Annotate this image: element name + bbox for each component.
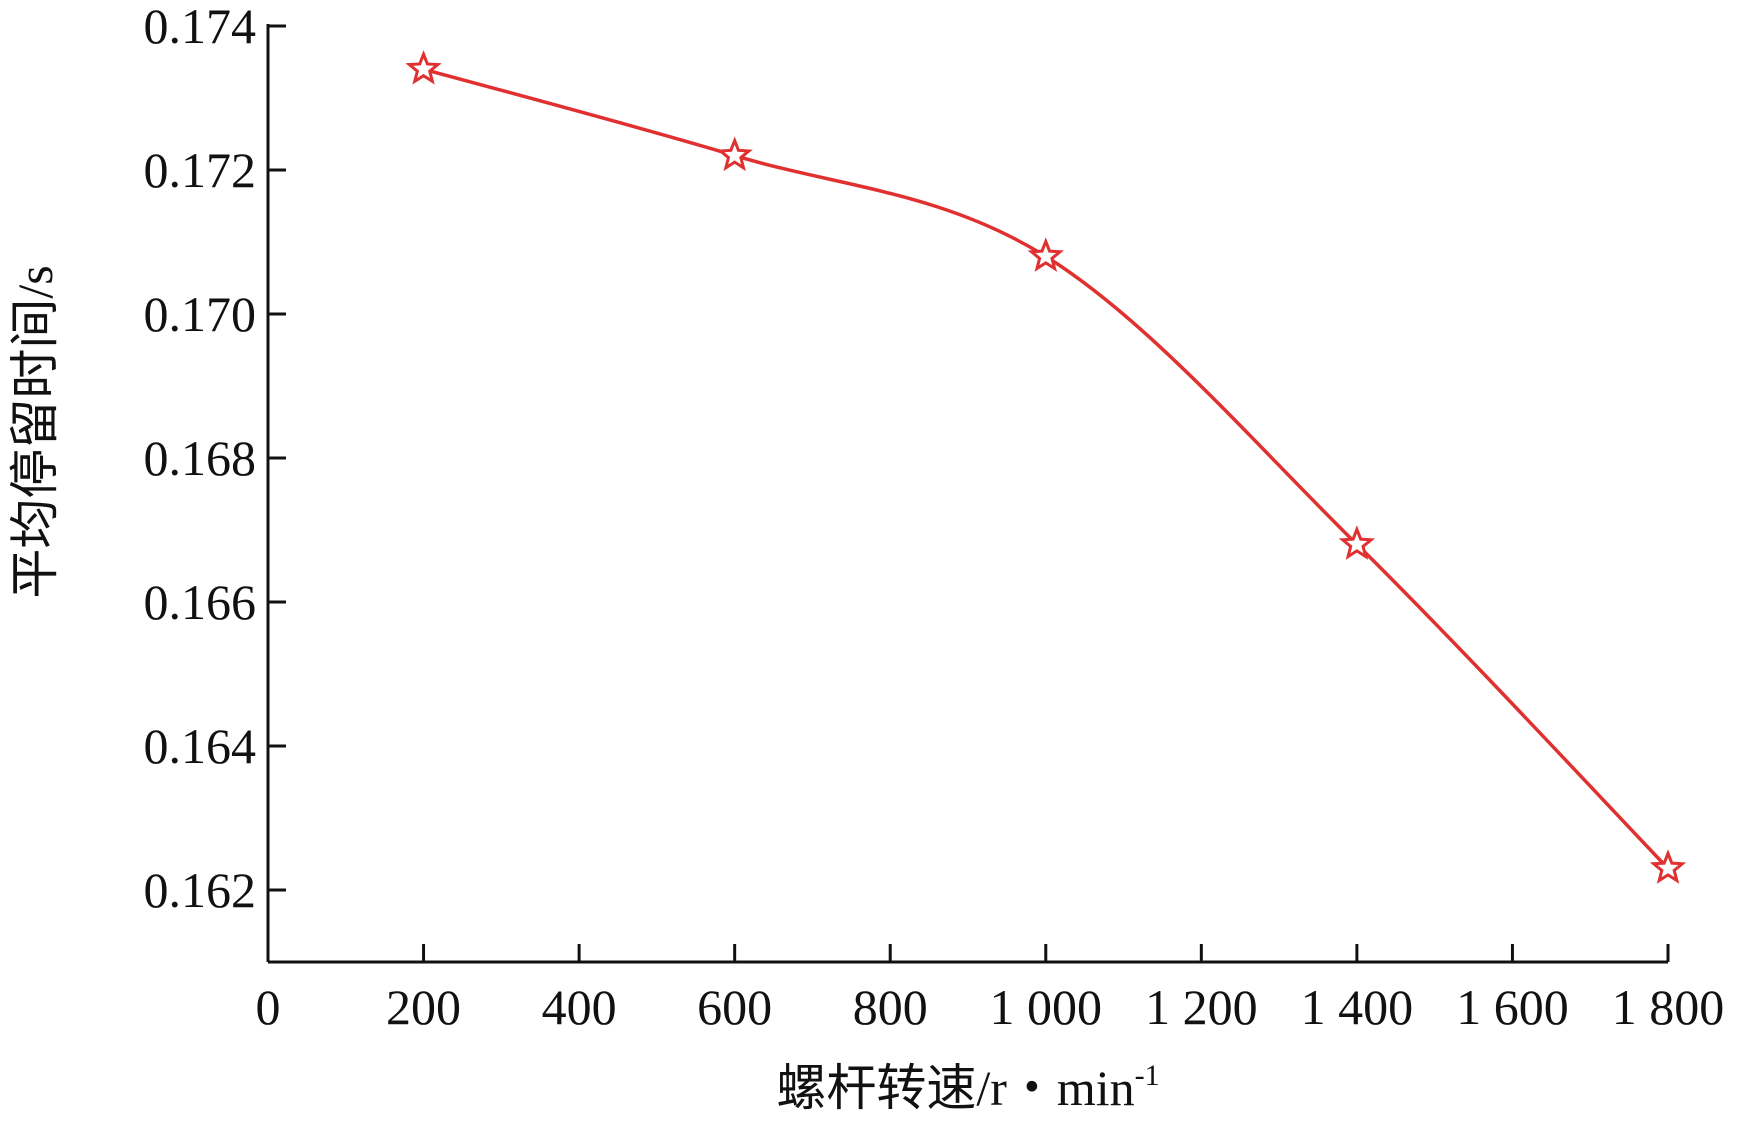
x-tick-label: 1 000 <box>990 979 1103 1035</box>
data-point-star <box>1338 525 1376 560</box>
y-tick-label: 0.166 <box>144 574 257 630</box>
x-tick-label: 1 600 <box>1456 979 1569 1035</box>
x-axis-title-main: 螺杆转速/r・min <box>776 1060 1134 1116</box>
x-tick-label: 400 <box>542 979 617 1035</box>
x-tick-label: 800 <box>853 979 928 1035</box>
data-point-star <box>1649 849 1687 884</box>
x-tick-label: 0 <box>256 979 281 1035</box>
x-tick-label: 600 <box>697 979 772 1035</box>
data-point-star <box>716 136 753 172</box>
series-line <box>423 67 1670 870</box>
y-tick-label: 0.168 <box>144 430 257 486</box>
data-point-star <box>1027 237 1064 272</box>
y-tick-label: 0.172 <box>144 142 257 198</box>
y-tick-label: 0.170 <box>144 286 257 342</box>
y-tick-label: 0.164 <box>144 718 257 774</box>
y-tick-label: 0.174 <box>144 0 257 54</box>
x-axis-title: 螺杆转速/r・min-1 <box>776 1059 1159 1116</box>
y-axis-title: 平均停留时间/s <box>7 265 63 598</box>
y-tick-label: 0.162 <box>144 862 257 918</box>
x-tick-label: 1 400 <box>1301 979 1414 1035</box>
x-tick-label: 200 <box>386 979 461 1035</box>
plot-area: 0.162 0.164 0.166 0.168 0.170 0.172 0.174 0 200 4… <box>144 0 1725 1035</box>
data-point-star <box>405 50 442 85</box>
x-tick-label: 1 800 <box>1612 979 1725 1035</box>
x-tick-label: 1 200 <box>1145 979 1258 1035</box>
x-axis-title-superscript: -1 <box>1135 1059 1160 1092</box>
